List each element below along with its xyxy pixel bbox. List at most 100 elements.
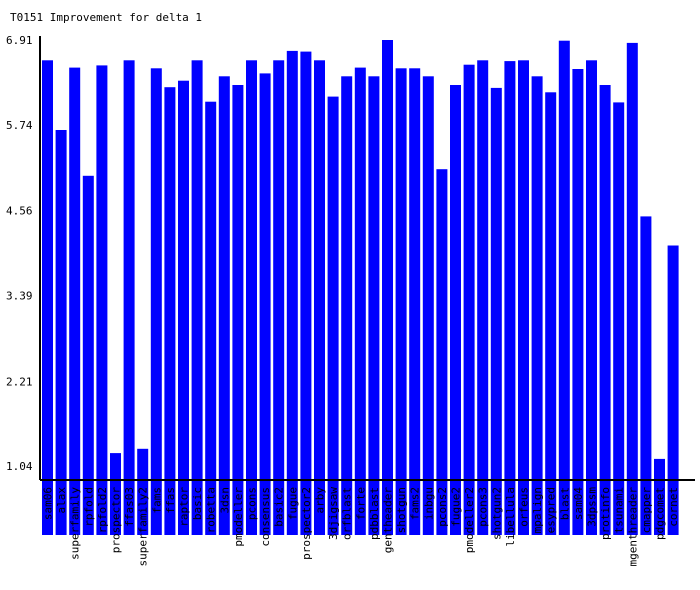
- category-label-sam06: sam06: [42, 487, 55, 520]
- bar-superfamily: [69, 67, 81, 535]
- category-label-rpfold2: rpfold2: [96, 487, 109, 533]
- bar-prospector2: [300, 51, 312, 535]
- category-label-fugue2: fugue2: [450, 487, 463, 527]
- category-label-pmodeller2: pmodeller2: [463, 487, 476, 553]
- category-label-orfeus: orfeus: [518, 487, 531, 527]
- bar-cmapper: [640, 216, 652, 535]
- y-tick-label-1: 2.21: [6, 375, 33, 388]
- category-label-basic2: basic2: [273, 487, 286, 527]
- y-tick-label-5: 6.91: [6, 34, 33, 47]
- category-label-pcons2: pcons2: [436, 487, 449, 527]
- category-label-prospector2: prospector2: [300, 487, 313, 560]
- bar-3dpssm: [586, 60, 597, 536]
- bar-fugue: [286, 50, 298, 536]
- category-label-inbgu: inbgu: [422, 487, 435, 520]
- bar-pcons2: [436, 169, 448, 535]
- category-label-arby: arby: [314, 487, 327, 514]
- bar-gentheader: [382, 40, 393, 535]
- bar-forte: [354, 67, 366, 535]
- y-tick-label-3: 4.56: [6, 205, 33, 218]
- category-label-alax: alax: [55, 487, 68, 514]
- bar-robetta: [205, 101, 217, 535]
- category-label-shotgun: shotgun: [395, 487, 408, 533]
- y-tick-label-0: 1.04: [6, 460, 33, 473]
- category-label-raptor: raptor: [178, 487, 191, 527]
- bar-pmodeller: [232, 85, 244, 535]
- bar-pmodeller2: [463, 64, 475, 535]
- category-label-basic: basic: [191, 487, 204, 520]
- category-label-3dpssm: 3dpssm: [586, 487, 599, 527]
- chart-title: T0151 Improvement for delta 1: [10, 11, 202, 24]
- category-label-consensus: consensus: [259, 487, 272, 547]
- category-label-libellula: libellula: [504, 487, 517, 547]
- category-label-mpalign: mpalign: [531, 487, 544, 533]
- category-label-pmodeller: pmodeller: [232, 487, 245, 547]
- category-label-3djigsaw: 3djigsaw: [327, 487, 340, 540]
- category-label-pcons: pcons: [246, 487, 259, 520]
- bar-libellula: [504, 61, 516, 535]
- bar-ffas: [164, 87, 176, 535]
- category-label-tsunami: tsunami: [613, 487, 626, 533]
- bar-basic: [191, 60, 203, 536]
- bar-alax: [55, 130, 67, 535]
- category-label-prospector: prospector: [110, 487, 123, 554]
- category-label-rpfold: rpfold: [82, 487, 95, 527]
- category-label-robetta: robetta: [205, 487, 218, 533]
- bar-orfeus: [518, 60, 529, 536]
- bar-pdbblast: [368, 76, 380, 536]
- bar-tsunami: [613, 102, 625, 536]
- bar-3djigsaw: [327, 96, 339, 535]
- category-label-fams: fams: [150, 487, 163, 514]
- bar-rpfold: [82, 175, 94, 536]
- bar-esypred: [545, 92, 557, 536]
- bar-pcons: [246, 60, 257, 536]
- bar-sam04: [572, 69, 584, 535]
- category-label-protinfo: protinfo: [599, 487, 612, 540]
- bar-ffas03: [123, 60, 135, 536]
- bar-basic2: [273, 60, 285, 536]
- bar-orfblast: [341, 76, 353, 536]
- bar-prospector: [110, 453, 121, 535]
- bar-sam06: [42, 60, 53, 536]
- category-label-mgenthreader: mgenthreader: [626, 487, 639, 567]
- bar-raptor: [178, 80, 189, 535]
- bars-layer: [42, 40, 679, 536]
- category-label-forte: forte: [354, 487, 367, 520]
- category-label-gentheader: gentheader: [382, 487, 395, 554]
- bar-shotgun: [395, 68, 407, 536]
- bar-fams: [150, 68, 162, 536]
- bar-inbgu: [422, 76, 434, 536]
- category-label-ffas: ffas: [164, 487, 177, 514]
- category-label-pdgcomet: pdgcomet: [654, 487, 667, 540]
- category-label-superfamily2: superfamily2: [137, 487, 150, 566]
- category-label-fugue: fugue: [286, 487, 299, 520]
- category-label-superfamily: superfamily: [69, 487, 82, 560]
- bar-rpfold2: [96, 65, 108, 536]
- category-label-fams2: fams2: [409, 487, 422, 520]
- category-label-blast: blast: [558, 487, 571, 520]
- category-label-ffas03: ffas03: [123, 487, 136, 527]
- y-tick-label-4: 5.74: [6, 119, 33, 132]
- bar-mpalign: [531, 76, 543, 536]
- bar-shotgun2: [490, 87, 502, 536]
- category-label-cmapper: cmapper: [640, 487, 653, 534]
- category-label-cornet: cornet: [667, 487, 680, 527]
- bar-pdgcomet: [654, 458, 665, 535]
- category-label-sam04: sam04: [572, 487, 585, 520]
- bar-consensus: [259, 73, 271, 536]
- bar-blast: [558, 40, 570, 535]
- category-label-pdbblast: pdbblast: [368, 487, 381, 540]
- bar-pcons3: [477, 60, 489, 536]
- y-tick-label-2: 3.39: [6, 290, 33, 303]
- category-label-shotgun2: shotgun2: [490, 487, 503, 540]
- bar-arby: [314, 60, 325, 536]
- bar-fams2: [409, 68, 421, 536]
- bar-cornet: [667, 245, 679, 535]
- bar-protinfo: [599, 85, 611, 535]
- bar-fugue2: [450, 85, 461, 535]
- bar-mgenthreader: [626, 42, 638, 536]
- y-tick-labels: 1.04 2.21 3.39 4.56 5.74 6.91: [6, 34, 33, 473]
- category-label-pcons3: pcons3: [477, 487, 490, 527]
- category-label-3dsn: 3dsn: [218, 487, 231, 514]
